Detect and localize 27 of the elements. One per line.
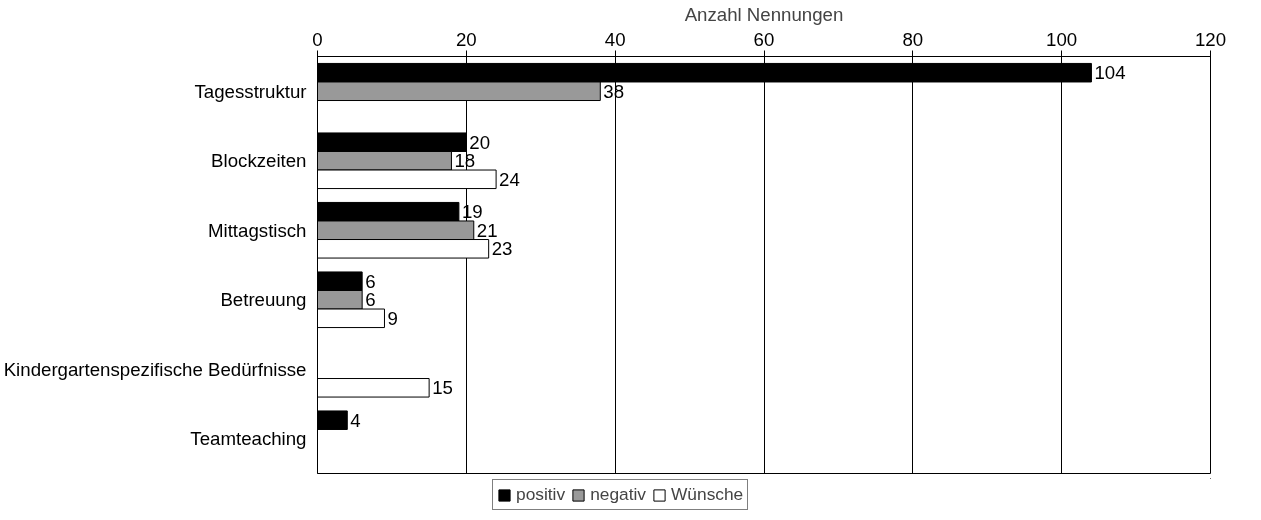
x-tick-label: 120: [1194, 28, 1227, 50]
y-tick-label: Tagesstruktur: [194, 80, 307, 102]
data-label: 24: [499, 168, 520, 190]
data-label: 4: [350, 409, 361, 431]
data-label: 21: [476, 219, 498, 241]
legend-label: Wünsche: [671, 484, 744, 505]
x-tick-label: 20: [455, 28, 477, 50]
data-label: 9: [387, 307, 398, 329]
y-tick-label: Teamteaching: [190, 428, 307, 450]
data-label: 23: [491, 238, 513, 260]
x-tick-label: 40: [604, 28, 626, 50]
data-label: 15: [432, 377, 453, 399]
data-label: 104: [1094, 62, 1126, 84]
legend-label: negativ: [590, 484, 647, 505]
data-label: 20: [469, 131, 491, 153]
y-tick-label: Kindergartenspezifische Bedürfnisse: [3, 358, 307, 380]
x-tick-label: 100: [1046, 28, 1078, 50]
x-tick-label: 60: [753, 28, 775, 50]
legend-label: positiv: [516, 484, 566, 505]
x-axis-title: Anzahl Nennungen: [684, 3, 844, 25]
x-tick-label: 0: [312, 28, 323, 50]
x-tick-label: 80: [902, 28, 924, 50]
y-tick-label: Blockzeiten: [211, 150, 307, 172]
y-tick-label: Mittagstisch: [208, 219, 307, 241]
data-label: 6: [365, 270, 376, 292]
y-tick-label: Betreuung: [220, 289, 307, 311]
data-label: 6: [365, 289, 376, 311]
